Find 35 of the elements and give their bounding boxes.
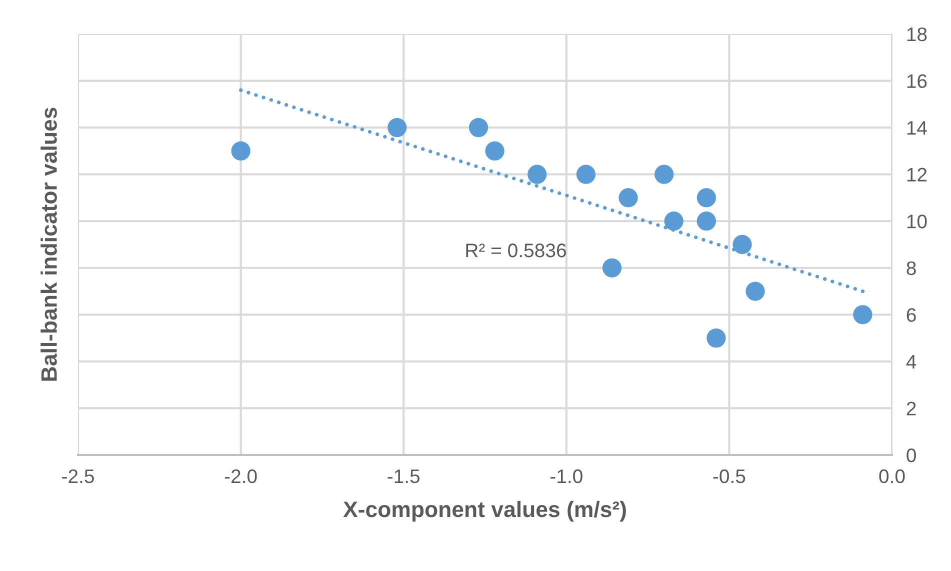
point [732, 234, 752, 254]
annotation: R² = 0.5836 [466, 244, 566, 258]
point [576, 164, 596, 184]
y-axis-title: Ball-bank indicator values [40, 108, 57, 381]
point [696, 188, 716, 208]
point [664, 212, 684, 231]
point [231, 141, 250, 161]
point [746, 282, 765, 301]
point [706, 328, 726, 348]
point [485, 141, 504, 161]
x-axis-title: X-component values (m/s²) [343, 500, 626, 522]
x-tick-label: -2.0 [224, 469, 257, 484]
point [618, 188, 638, 208]
x-tick-label: -2.5 [62, 469, 94, 484]
y-tick-label: 4 [906, 355, 916, 368]
point [468, 118, 488, 138]
point [602, 258, 622, 278]
y-tick-label: 2 [906, 402, 916, 416]
y-tick-label: 8 [906, 261, 916, 276]
y-tick-label: 14 [907, 121, 927, 135]
y-tick-label: 0 [906, 448, 916, 462]
point [696, 212, 716, 231]
point [853, 305, 872, 324]
point [528, 164, 547, 184]
y-tick-label: 10 [907, 214, 927, 228]
y-tick-label: 18 [907, 27, 927, 42]
y-tick-label: 12 [907, 168, 927, 182]
x-tick-label: 0.0 [879, 469, 905, 484]
y-tick-label: 16 [907, 74, 927, 88]
y-tick-label: 6 [906, 308, 916, 322]
point [388, 118, 407, 138]
x-tick-label: -1.0 [550, 469, 582, 484]
point [654, 164, 674, 184]
x-tick-label: -0.5 [713, 469, 746, 484]
x-tick-label: -1.5 [388, 470, 420, 484]
